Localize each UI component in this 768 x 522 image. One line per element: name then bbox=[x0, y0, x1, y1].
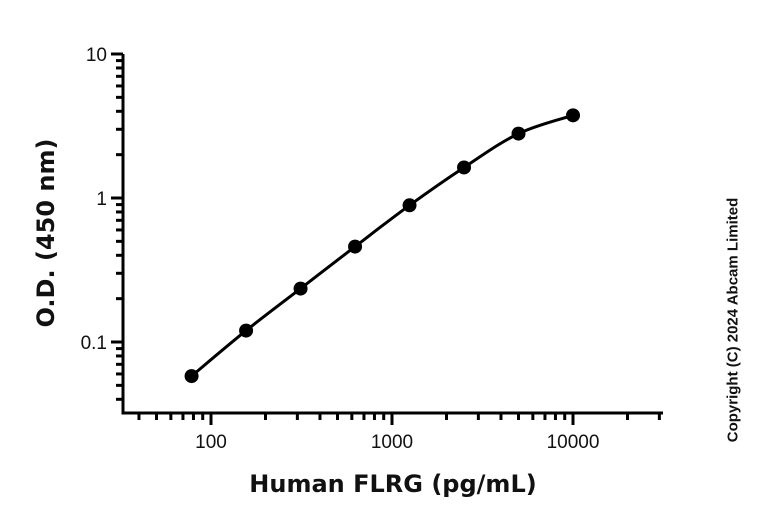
y-tick-label: 10 bbox=[86, 45, 107, 66]
axes: 0.1 1 10 100 1000 10000 bbox=[81, 45, 663, 453]
data-point bbox=[402, 198, 417, 213]
data-point bbox=[457, 160, 472, 175]
y-axis-title: O.D. (450 nm) bbox=[32, 139, 60, 328]
x-tick-label: 1000 bbox=[371, 432, 413, 453]
data-point bbox=[511, 126, 526, 141]
data-points bbox=[184, 108, 580, 384]
y-tick-label: 0.1 bbox=[81, 333, 107, 354]
x-tick-label: 100 bbox=[195, 432, 227, 453]
y-tick-label: 1 bbox=[96, 189, 107, 210]
data-point bbox=[566, 108, 580, 123]
copyright-notice: Copyright (C) 2024 Abcam Limited bbox=[724, 197, 742, 443]
data-point bbox=[239, 323, 254, 338]
data-point bbox=[348, 239, 363, 254]
data-point bbox=[184, 369, 199, 384]
x-tick-label: 10000 bbox=[547, 432, 600, 453]
x-axis-title: Human FLRG (pg/mL) bbox=[249, 470, 536, 498]
data-point bbox=[293, 281, 308, 296]
